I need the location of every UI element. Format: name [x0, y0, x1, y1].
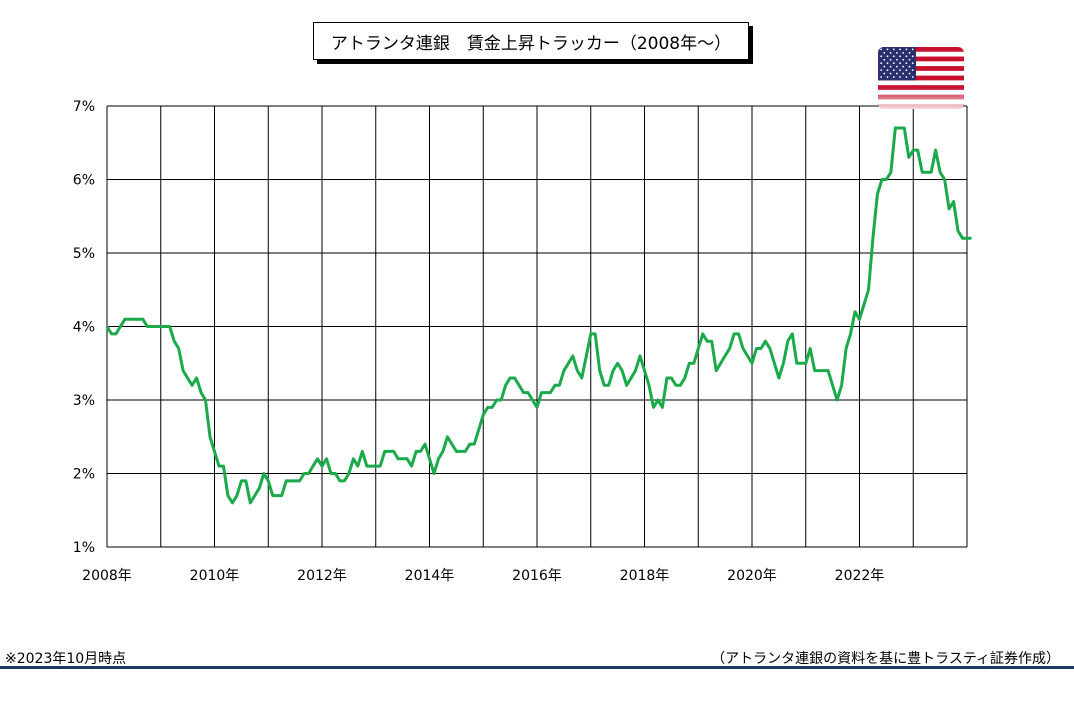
wage-growth-line	[105, 126, 972, 505]
y-tick-label: 1%	[73, 540, 95, 556]
y-tick-label: 6%	[73, 173, 95, 189]
footer-rule	[0, 666, 1074, 669]
y-tick-label: 3%	[73, 393, 95, 409]
x-tick-label: 2020年	[727, 568, 777, 584]
source-note: （アトランタ連銀の資料を基に豊トラスティ証券作成）	[711, 651, 1060, 667]
x-tick-label: 2012年	[297, 568, 347, 584]
x-tick-label: 2018年	[620, 568, 670, 584]
x-axis-labels: 2008年 2010年 2012年 2014年 2016年 2018年 2020年 2022年	[82, 568, 884, 584]
us-flag-icon	[878, 47, 964, 109]
chart-grid	[106, 105, 968, 548]
x-tick-label: 2010年	[190, 568, 240, 584]
y-tick-label: 4%	[73, 320, 95, 336]
x-tick-label: 2008年	[82, 568, 132, 584]
x-tick-label: 2016年	[512, 568, 562, 584]
x-tick-label: 2022年	[835, 568, 885, 584]
y-tick-label: 5%	[73, 246, 95, 262]
y-tick-label: 2%	[73, 467, 95, 483]
chart-title: アトランタ連銀 賃金上昇トラッカー（2008年～）	[313, 22, 749, 60]
x-tick-label: 2014年	[405, 568, 455, 584]
date-note: ※2023年10月時点	[5, 651, 127, 667]
y-axis-labels: 1% 2% 3% 4% 5% 6% 7%	[73, 99, 95, 556]
y-tick-label: 7%	[73, 99, 95, 115]
